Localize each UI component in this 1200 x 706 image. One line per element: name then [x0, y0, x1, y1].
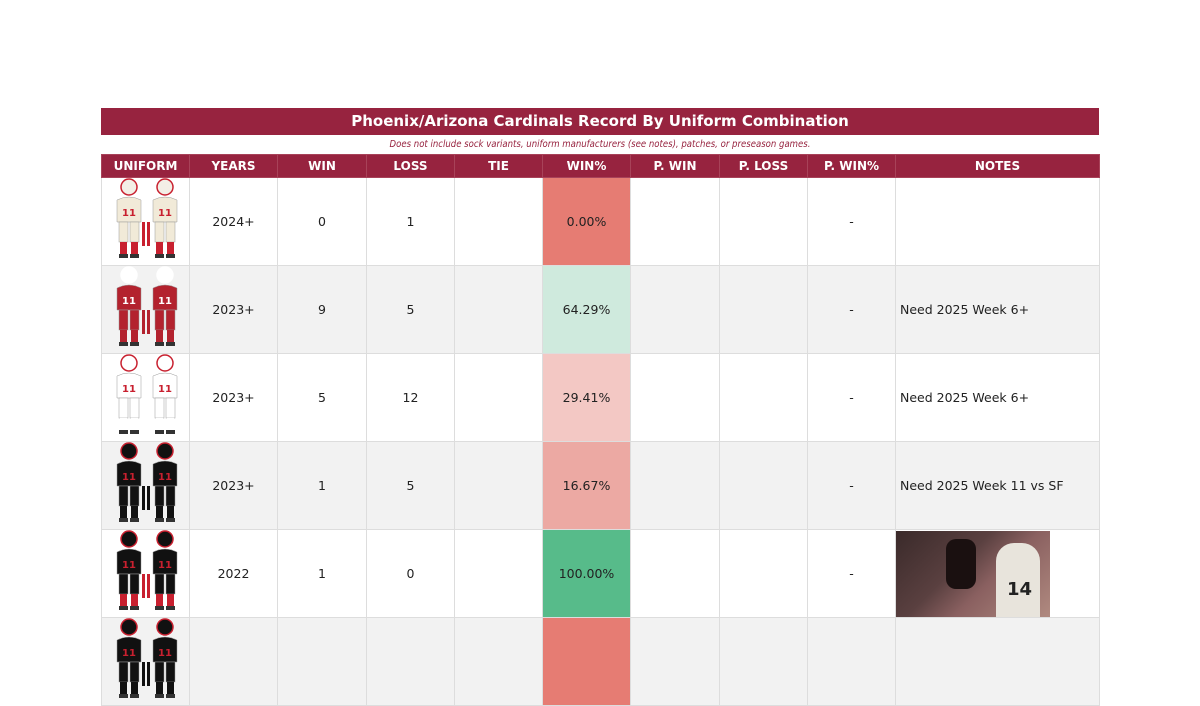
cell-p-loss[interactable]	[719, 177, 808, 266]
column-header[interactable]: P. LOSS	[719, 154, 808, 178]
cell-tie[interactable]	[454, 265, 543, 354]
cell-win[interactable]: 0	[277, 177, 367, 266]
cell-loss[interactable]: 0	[366, 529, 455, 618]
cell-p-pct[interactable]: -	[807, 265, 896, 354]
table-row: 11 11 2023+ 9 5 64.29% - Need 2025 Week 6+	[101, 265, 1100, 354]
cell-p-win[interactable]	[630, 441, 720, 530]
cell-win[interactable]: 1	[277, 529, 367, 618]
column-header[interactable]: WIN%	[542, 154, 631, 178]
column-header[interactable]: TIE	[454, 154, 543, 178]
cell-p-win[interactable]	[630, 353, 720, 442]
cell-pct[interactable]: 0.00%	[542, 177, 631, 266]
cell-win[interactable]: 9	[277, 265, 367, 354]
cell-p-pct[interactable]	[807, 617, 896, 706]
cell-tie[interactable]	[454, 441, 543, 530]
cell-pct[interactable]: 16.67%	[542, 441, 631, 530]
column-header[interactable]: YEARS	[189, 154, 278, 178]
uniform-image: 11 11	[101, 529, 190, 618]
cell-p-loss[interactable]	[719, 441, 808, 530]
cell-loss[interactable]: 1	[366, 177, 455, 266]
game-photo: 14	[896, 530, 1050, 617]
header-row: UNIFORM YEARS WIN LOSS TIE WIN% P. WIN P. LOSS P…	[101, 154, 1100, 178]
uniform-image: 11 11	[101, 265, 190, 354]
cell-notes[interactable]: 14	[895, 529, 1100, 618]
cell-loss[interactable]: 5	[366, 441, 455, 530]
cell-pct[interactable]: 100.00%	[542, 529, 631, 618]
column-header[interactable]: UNIFORM	[101, 154, 190, 178]
cell-notes[interactable]: Need 2025 Week 11 vs SF	[895, 441, 1100, 530]
cell-p-win[interactable]	[630, 617, 720, 706]
uniform-image: 11 11	[101, 617, 190, 706]
spreadsheet: Phoenix/Arizona Cardinals Record By Unif…	[101, 108, 1100, 706]
cell-loss[interactable]: 12	[366, 353, 455, 442]
svg-text:11: 11	[122, 560, 136, 571]
cell-years[interactable]	[189, 617, 278, 706]
svg-text:11: 11	[122, 296, 136, 307]
cell-p-win[interactable]	[630, 265, 720, 354]
cell-years[interactable]: 2024+	[189, 177, 278, 266]
svg-text:11: 11	[122, 648, 136, 659]
sheet-subtitle: Does not include sock variants, uniform …	[101, 135, 1099, 154]
svg-text:11: 11	[158, 384, 172, 395]
cell-p-win[interactable]	[630, 177, 720, 266]
cell-pct[interactable]	[542, 617, 631, 706]
cell-pct[interactable]: 64.29%	[542, 265, 631, 354]
svg-text:11: 11	[122, 384, 136, 395]
table-row: 11 11 2023+ 1 5 16.67% - Need 2025 Week 11 vs…	[101, 441, 1100, 530]
cell-loss[interactable]: 5	[366, 265, 455, 354]
sheet-title: Phoenix/Arizona Cardinals Record By Unif…	[101, 108, 1099, 135]
cell-p-pct[interactable]: -	[807, 441, 896, 530]
cell-notes[interactable]	[895, 617, 1100, 706]
table-row: 11 11 2023+ 5 12 29.41% - Need 2025 Week 6+	[101, 353, 1100, 442]
cell-tie[interactable]	[454, 529, 543, 618]
cell-p-pct[interactable]: -	[807, 529, 896, 618]
column-header[interactable]: P. WIN%	[807, 154, 896, 178]
cell-win[interactable]	[277, 617, 367, 706]
table-row: 11 11 2024+ 0 1 0.00% -	[101, 177, 1100, 266]
column-header[interactable]: LOSS	[366, 154, 455, 178]
svg-text:11: 11	[158, 296, 172, 307]
cell-p-loss[interactable]	[719, 617, 808, 706]
cell-p-win[interactable]	[630, 529, 720, 618]
svg-text:11: 11	[158, 472, 172, 483]
cell-tie[interactable]	[454, 177, 543, 266]
cell-tie[interactable]	[454, 353, 543, 442]
cell-notes[interactable]: Need 2025 Week 6+	[895, 265, 1100, 354]
cell-win[interactable]: 1	[277, 441, 367, 530]
svg-text:11: 11	[158, 560, 172, 571]
cell-notes[interactable]	[895, 177, 1100, 266]
cell-p-pct[interactable]: -	[807, 177, 896, 266]
cell-p-loss[interactable]	[719, 529, 808, 618]
svg-text:11: 11	[158, 208, 172, 219]
cell-pct[interactable]: 29.41%	[542, 353, 631, 442]
cell-p-pct[interactable]: -	[807, 353, 896, 442]
record-table: UNIFORM YEARS WIN LOSS TIE WIN% P. WIN P. LOSS P…	[101, 154, 1100, 706]
cell-tie[interactable]	[454, 617, 543, 706]
cell-years[interactable]: 2023+	[189, 353, 278, 442]
cell-years[interactable]: 2023+	[189, 265, 278, 354]
cell-years[interactable]: 2022	[189, 529, 278, 618]
uniform-image: 11 11	[101, 353, 190, 442]
svg-text:11: 11	[122, 208, 136, 219]
svg-text:11: 11	[122, 472, 136, 483]
cell-win[interactable]: 5	[277, 353, 367, 442]
table-row: 11 11 2022 1 0 100.00% -14	[101, 529, 1100, 618]
svg-text:11: 11	[158, 648, 172, 659]
column-header[interactable]: NOTES	[895, 154, 1100, 178]
cell-loss[interactable]	[366, 617, 455, 706]
cell-p-loss[interactable]	[719, 353, 808, 442]
column-header[interactable]: WIN	[277, 154, 367, 178]
table-row: 11 11	[101, 617, 1100, 706]
uniform-image: 11 11	[101, 441, 190, 530]
column-header[interactable]: P. WIN	[630, 154, 720, 178]
cell-years[interactable]: 2023+	[189, 441, 278, 530]
cell-p-loss[interactable]	[719, 265, 808, 354]
cell-notes[interactable]: Need 2025 Week 6+	[895, 353, 1100, 442]
uniform-image: 11 11	[101, 177, 190, 266]
